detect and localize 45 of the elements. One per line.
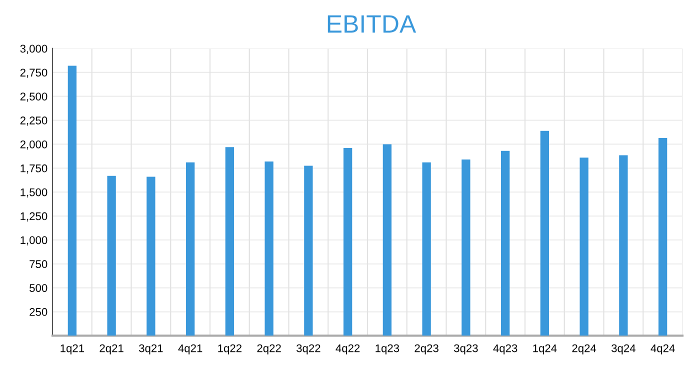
bar: [186, 162, 195, 336]
y-tick-label: 250: [30, 308, 48, 316]
x-tick-label: 3q21: [139, 344, 163, 354]
y-tick-label: 750: [30, 260, 48, 268]
bar: [343, 148, 352, 336]
bar: [225, 147, 234, 336]
bar: [68, 66, 77, 336]
y-tick-label: 2,500: [20, 92, 48, 102]
x-tick-label: 3q23: [454, 344, 478, 354]
bar: [146, 176, 156, 336]
y-tick-label: 2,000: [20, 140, 48, 150]
y-tick-label: 1,500: [20, 188, 48, 198]
x-tick-label: 2q22: [257, 344, 281, 354]
bar: [462, 160, 470, 336]
bar: [580, 158, 588, 336]
x-tick-label: 3q22: [296, 344, 320, 354]
y-tick-label: 3,000: [20, 44, 48, 54]
y-tick-label: 500: [30, 284, 48, 292]
bar: [422, 162, 431, 336]
x-tick-label: 4q22: [336, 344, 360, 354]
x-tick-label: 1q24: [533, 344, 557, 354]
bar: [619, 155, 628, 336]
x-tick-label: 2q23: [414, 344, 438, 354]
x-tick-label: 1q21: [60, 344, 84, 354]
x-tick-label: 2q24: [572, 344, 596, 354]
y-tick-label: 1,750: [20, 164, 48, 174]
y-tick-label: 1,250: [20, 212, 48, 222]
bar: [500, 150, 510, 336]
y-tick-label: 1,000: [20, 236, 48, 246]
chart-title: EBITDA: [328, 15, 416, 33]
bar: [540, 130, 550, 336]
bar: [382, 144, 392, 336]
x-tick-label: 1q23: [376, 344, 400, 354]
bar: [264, 161, 274, 336]
bar: [107, 176, 116, 336]
x-tick-label: 2q21: [100, 344, 124, 354]
bar: [658, 138, 668, 336]
x-tick-label: 4q23: [493, 344, 518, 354]
y-tick-label: 2,250: [20, 116, 48, 126]
bar: [304, 166, 313, 336]
y-tick-label: 2,750: [20, 68, 48, 78]
x-tick-label: 4q24: [650, 344, 675, 354]
x-tick-label: 4q21: [178, 344, 202, 354]
x-tick-label: 1q22: [218, 344, 242, 354]
x-tick-label: 3q24: [612, 344, 636, 354]
